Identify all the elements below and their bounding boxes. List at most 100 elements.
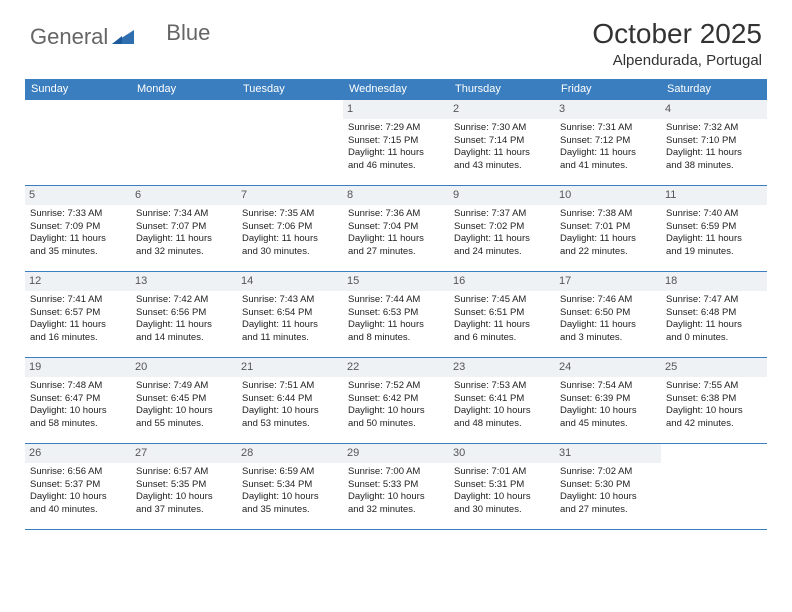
day-detail-line: and 14 minutes. [136,332,232,345]
day-detail-line: Daylight: 11 hours [666,319,762,332]
calendar-week-row: 26Sunrise: 6:56 AMSunset: 5:37 PMDayligh… [25,444,767,530]
calendar-day-cell: 6Sunrise: 7:34 AMSunset: 7:07 PMDaylight… [131,186,237,272]
calendar-day-cell: 24Sunrise: 7:54 AMSunset: 6:39 PMDayligh… [555,358,661,444]
day-number: 16 [449,272,555,291]
day-detail-line: Sunset: 7:15 PM [348,135,444,148]
day-detail-line: Daylight: 11 hours [348,233,444,246]
day-detail-line: Daylight: 11 hours [136,319,232,332]
day-detail-line: Sunset: 6:47 PM [30,393,126,406]
weekday-header: Sunday [25,79,131,100]
day-number: 11 [661,186,767,205]
calendar-day-cell: 1Sunrise: 7:29 AMSunset: 7:15 PMDaylight… [343,100,449,186]
day-detail-line: Sunrise: 7:54 AM [560,380,656,393]
calendar-day-cell: 25Sunrise: 7:55 AMSunset: 6:38 PMDayligh… [661,358,767,444]
day-detail-line: and 46 minutes. [348,160,444,173]
day-detail-line: and 40 minutes. [30,504,126,517]
calendar-day-cell: 3Sunrise: 7:31 AMSunset: 7:12 PMDaylight… [555,100,661,186]
day-detail-line: Sunset: 5:33 PM [348,479,444,492]
day-detail-line: Daylight: 11 hours [30,319,126,332]
day-detail-line: Sunrise: 7:45 AM [454,294,550,307]
day-detail-line: Sunset: 7:14 PM [454,135,550,148]
day-number: 23 [449,358,555,377]
day-detail-line: Sunrise: 7:38 AM [560,208,656,221]
weekday-header: Monday [131,79,237,100]
day-detail-line: Sunrise: 7:36 AM [348,208,444,221]
day-detail-line: Sunset: 5:37 PM [30,479,126,492]
brand-text-2: Blue [166,20,210,46]
day-detail-line: and 19 minutes. [666,246,762,259]
day-detail-line: Daylight: 11 hours [560,233,656,246]
day-number: 15 [343,272,449,291]
day-number: 22 [343,358,449,377]
weekday-header-row: SundayMondayTuesdayWednesdayThursdayFrid… [25,79,767,100]
day-detail-line: and 8 minutes. [348,332,444,345]
day-detail-line: Sunrise: 7:31 AM [560,122,656,135]
day-detail-line: Sunset: 6:51 PM [454,307,550,320]
day-detail-line: and 6 minutes. [454,332,550,345]
day-detail-line: Sunset: 5:34 PM [242,479,338,492]
day-number: 10 [555,186,661,205]
day-detail-line: and 24 minutes. [454,246,550,259]
weekday-header: Tuesday [237,79,343,100]
day-detail-line: Daylight: 10 hours [666,405,762,418]
calendar-day-cell: 9Sunrise: 7:37 AMSunset: 7:02 PMDaylight… [449,186,555,272]
day-detail-line: Daylight: 11 hours [348,319,444,332]
day-detail-line: Sunset: 7:02 PM [454,221,550,234]
day-detail-line: Sunset: 5:31 PM [454,479,550,492]
day-detail-line: Sunset: 6:59 PM [666,221,762,234]
weekday-header: Thursday [449,79,555,100]
calendar-empty-cell [131,100,237,186]
day-detail-line: Sunrise: 7:46 AM [560,294,656,307]
calendar-week-row: 12Sunrise: 7:41 AMSunset: 6:57 PMDayligh… [25,272,767,358]
day-detail-line: Daylight: 11 hours [666,233,762,246]
calendar-day-cell: 28Sunrise: 6:59 AMSunset: 5:34 PMDayligh… [237,444,343,530]
location-text: Alpendurada, Portugal [592,52,762,69]
day-detail-line: Sunset: 7:06 PM [242,221,338,234]
calendar-empty-cell [661,444,767,530]
day-detail-line: Daylight: 11 hours [560,147,656,160]
brand-text-1: General [30,24,108,50]
day-detail-line: and 16 minutes. [30,332,126,345]
day-number: 24 [555,358,661,377]
day-detail-line: and 0 minutes. [666,332,762,345]
day-number: 12 [25,272,131,291]
day-detail-line: Sunrise: 7:02 AM [560,466,656,479]
day-detail-line: and 38 minutes. [666,160,762,173]
day-number: 18 [661,272,767,291]
calendar-empty-cell [237,100,343,186]
day-detail-line: Daylight: 10 hours [242,491,338,504]
page-title: October 2025 [592,18,762,50]
day-number: 25 [661,358,767,377]
day-detail-line: and 32 minutes. [348,504,444,517]
day-number: 7 [237,186,343,205]
day-number: 2 [449,100,555,119]
day-detail-line: Daylight: 10 hours [30,491,126,504]
calendar-day-cell: 18Sunrise: 7:47 AMSunset: 6:48 PMDayligh… [661,272,767,358]
day-detail-line: Daylight: 10 hours [136,405,232,418]
day-detail-line: and 45 minutes. [560,418,656,431]
calendar-day-cell: 29Sunrise: 7:00 AMSunset: 5:33 PMDayligh… [343,444,449,530]
day-detail-line: Sunset: 6:53 PM [348,307,444,320]
day-detail-line: Sunset: 5:35 PM [136,479,232,492]
day-detail-line: Daylight: 11 hours [666,147,762,160]
weekday-header: Saturday [661,79,767,100]
day-number: 9 [449,186,555,205]
day-detail-line: Sunrise: 7:55 AM [666,380,762,393]
day-detail-line: Sunset: 6:48 PM [666,307,762,320]
day-detail-line: Sunset: 6:44 PM [242,393,338,406]
day-detail-line: Sunrise: 7:29 AM [348,122,444,135]
day-detail-line: Sunrise: 7:53 AM [454,380,550,393]
day-detail-line: Sunset: 7:07 PM [136,221,232,234]
day-detail-line: Daylight: 11 hours [560,319,656,332]
day-number: 3 [555,100,661,119]
day-number: 1 [343,100,449,119]
day-detail-line: Sunrise: 7:48 AM [30,380,126,393]
day-detail-line: Daylight: 10 hours [560,405,656,418]
day-detail-line: and 53 minutes. [242,418,338,431]
day-number: 27 [131,444,237,463]
day-detail-line: Sunrise: 7:00 AM [348,466,444,479]
day-number: 26 [25,444,131,463]
day-detail-line: Sunrise: 7:35 AM [242,208,338,221]
day-number: 31 [555,444,661,463]
calendar-day-cell: 8Sunrise: 7:36 AMSunset: 7:04 PMDaylight… [343,186,449,272]
